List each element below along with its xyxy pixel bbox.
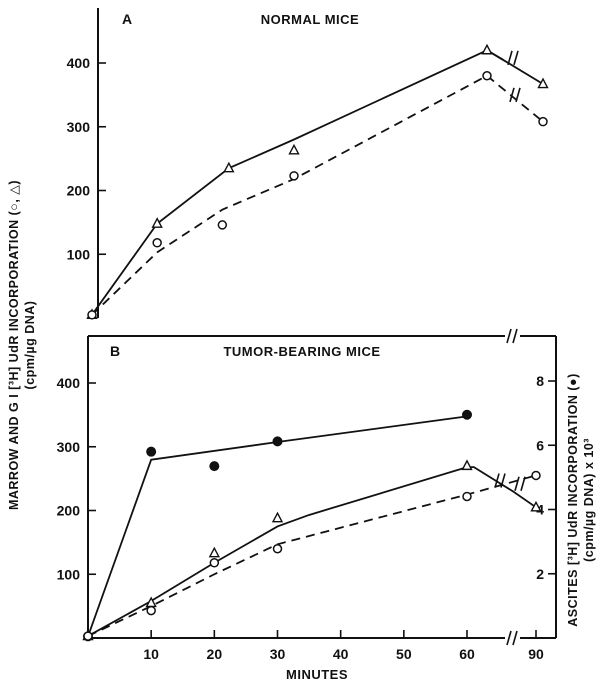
panel-a-series-0-point-2 [223,161,235,173]
panel-b-series-2-point-3 [272,544,283,554]
panel-a-series-0-point-4 [481,43,493,55]
panel-a-series-1-point-2 [217,220,228,230]
panel-b-series-1-point-5 [530,500,542,512]
panel-a-series-0-point-3 [288,143,300,155]
panel-b-series-2-point-4 [462,491,472,502]
panel-b-ytick-left-label-100: 100 [57,566,81,582]
panel-b-break-triangle-b [500,473,506,488]
panel-a-series-1-line-after-break [486,75,544,123]
panel-a-series-0-line [91,49,504,316]
panel-b-topaxis-break-b [512,328,518,344]
panel-b-break-circle-b [520,476,526,491]
panel-a-series-1-point-3 [289,171,299,181]
left-axis-title-line2: (cpm/µg DNA) [23,301,37,390]
panel-b: B TUMOR-BEARING MICE 1002003004002468102… [57,328,557,662]
panel-b-xaxis-break-b [512,630,518,646]
panel-b-xaxis-break-a [506,630,512,646]
panel-b-series-0-point-3 [272,436,283,447]
panel-b-series-2-point-0 [83,631,93,641]
panel-b-title: TUMOR-BEARING MICE [223,344,380,359]
panel-a-break-triangle-a [507,50,513,66]
panel-b-series-1-point-4 [461,459,473,471]
panel-b-series-1-line [87,466,537,637]
panel-b-xtick-label-10: 10 [143,646,159,662]
panel-a: A NORMAL MICE 100 200 300 400 [67,8,549,320]
panel-b-series-1-point-3 [271,511,284,523]
x-axis-title: MINUTES [286,667,348,682]
panel-b-xtick-label-20: 20 [207,646,223,662]
panel-b-ytick-right-label-6: 6 [536,437,544,453]
panel-a-letter: A [122,11,132,27]
panel-b-xtick-label-50: 50 [396,646,412,662]
panel-b-xtick-label-60: 60 [459,646,475,662]
panel-a-series-1-point-0 [87,310,97,320]
panel-a-series-1-point-4 [482,71,492,81]
panel-b-series-2-point-5 [531,470,541,481]
panel-b-series-2-point-2 [209,558,220,568]
panel-a-plot-area [86,43,549,320]
panel-a-series-0-point-1 [151,217,163,228]
panel-b-xtick-label-30: 30 [270,646,286,662]
panel-b-ytick-right-label-8: 8 [536,373,544,389]
left-axis-title-line1: MARROW AND G I [³H] UdR INCORPORATION (○… [7,180,21,510]
panel-b-topaxis-break-a [506,328,512,344]
panel-b-series-0-point-4 [462,409,472,420]
panel-b-series-1-point-2 [208,546,220,558]
panel-a-ytick-label-400: 400 [67,55,91,71]
panel-b-ytick-left-label-300: 300 [57,439,81,455]
panel-b-letter: B [110,343,120,359]
panel-b-ytick-left-label-200: 200 [57,503,81,519]
panel-b-xtick-label-90: 90 [528,646,544,662]
panel-b-series-0-point-1 [146,446,157,457]
panel-a-break-circle-a [509,87,515,103]
panel-b-ytick-left-label-400: 400 [57,375,81,391]
panel-a-ytick-label-300: 300 [67,119,91,135]
panel-b-ticks: 100200300400246810203040506090 [57,328,556,662]
panel-b-break-triangle-a [494,473,500,488]
panel-b-series-0-line [87,415,468,637]
panel-a-break-triangle-b [513,50,519,66]
right-axis-title-line2: (cpm/µg DNA) x 10³ [582,438,596,562]
panel-a-break-circle-b [515,87,521,103]
panel-a-ytick-label-200: 200 [67,183,91,199]
panel-b-break-circle-a [514,476,520,491]
panel-a-series-0-line-after-break [486,49,544,85]
right-axis-title-line1: ASCITES [³H] UdR INCORPORATION (●) [566,373,580,626]
panel-b-xtick-label-40: 40 [333,646,349,662]
panel-b-ytick-right-label-2: 2 [536,566,544,582]
panel-a-series-0-point-5 [537,77,549,89]
panel-b-plot-area [82,409,542,642]
panel-b-series-0-point-2 [209,461,220,472]
panel-a-series-1-line [91,74,488,316]
panel-a-title: NORMAL MICE [261,12,359,27]
panel-b-series-2-point-1 [146,605,156,616]
panel-a-ytick-label-100: 100 [67,246,91,262]
panel-a-y-ticks: 100 200 300 400 [67,55,106,262]
panel-a-series-1-point-1 [152,238,162,248]
panel-a-series-1-point-5 [538,116,548,127]
